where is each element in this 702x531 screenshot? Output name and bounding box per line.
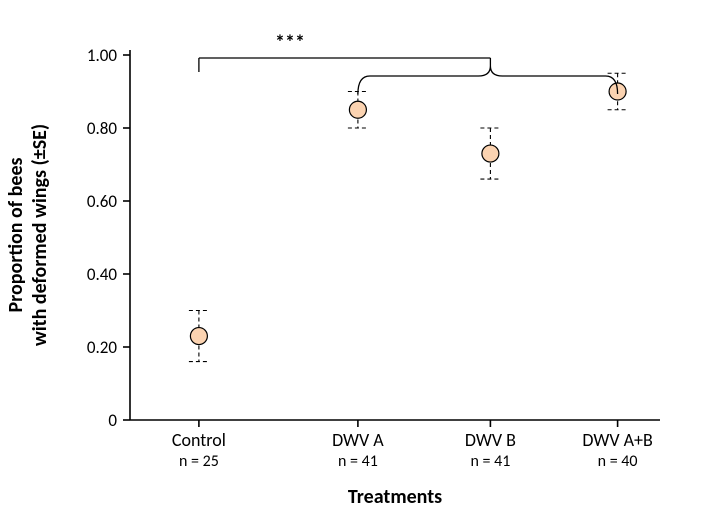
y-tick-label: 0.60 <box>87 191 118 212</box>
data-point <box>190 328 207 345</box>
y-axis-label-line1: Proportion of bees <box>4 124 28 346</box>
x-tick-n-label: n = 41 <box>470 452 510 471</box>
x-tick-label: DWV A <box>332 429 384 451</box>
x-tick-n-label: n = 40 <box>598 452 638 471</box>
y-tick-label: 0.20 <box>87 337 118 358</box>
chart-svg: 00.200.400.600.801.00Controln = 25DWV An… <box>0 0 702 531</box>
x-tick-label: DWV B <box>465 429 516 451</box>
data-point <box>482 145 499 162</box>
y-tick-label: 0 <box>108 410 117 431</box>
y-tick-label: 1.00 <box>87 45 118 66</box>
x-tick-label: DWV A+B <box>582 429 653 451</box>
y-axis-label-line2: with deformed wings (±SE) <box>28 124 52 346</box>
chart-container: Proportion of bees with deformed wings (… <box>0 0 702 531</box>
y-tick-label: 0.40 <box>87 264 118 285</box>
x-tick-n-label: n = 41 <box>338 452 378 471</box>
y-tick-label: 0.80 <box>87 118 118 139</box>
x-axis-label: Treatments <box>348 485 442 509</box>
y-axis-label: Proportion of bees with deformed wings (… <box>4 124 52 346</box>
data-point <box>349 101 366 118</box>
x-tick-n-label: n = 25 <box>179 452 219 471</box>
sig-brace <box>358 66 618 94</box>
x-tick-label: Control <box>172 429 226 451</box>
sig-stars: *** <box>275 31 305 55</box>
